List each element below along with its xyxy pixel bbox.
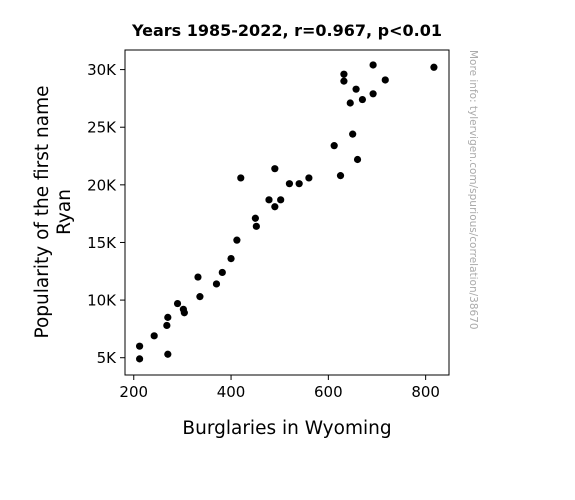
data-point <box>381 76 389 84</box>
data-point <box>285 180 294 188</box>
watermark: More info: tylervigen.com/spurious/corre… <box>467 50 479 330</box>
data-point <box>271 165 279 173</box>
data-point <box>346 99 354 107</box>
data-point <box>212 280 221 288</box>
x-tick-label: 400 <box>217 383 246 401</box>
data-point <box>369 61 377 69</box>
data-point <box>180 309 188 317</box>
data-point <box>251 214 259 222</box>
data-point <box>218 268 226 277</box>
data-point <box>358 95 367 104</box>
data-point <box>150 332 158 340</box>
data-point <box>196 293 204 301</box>
data-point <box>164 350 172 358</box>
y-axis-label: Popularity of the first name Ryan <box>32 85 75 338</box>
x-tick-label: 600 <box>314 383 343 401</box>
y-tick-label: 5K <box>97 349 118 367</box>
data-point <box>164 313 172 321</box>
x-tick-label: 800 <box>411 383 440 401</box>
y-tick-label: 10K <box>87 292 117 310</box>
y-tick-label: 25K <box>87 119 117 137</box>
data-point <box>369 90 377 98</box>
data-point <box>135 342 144 350</box>
data-point <box>330 142 338 150</box>
data-point <box>271 203 279 211</box>
data-point <box>237 174 245 182</box>
data-point <box>227 254 235 263</box>
data-point <box>265 196 273 204</box>
y-tick-label: 30K <box>87 61 117 79</box>
data-point <box>340 77 348 85</box>
plot-area <box>135 61 438 363</box>
y-tick-label: 20K <box>87 176 117 194</box>
data-point <box>173 299 182 308</box>
data-point <box>340 70 348 78</box>
y-axis-label-line2: Ryan <box>54 189 75 235</box>
plot-frame <box>124 49 450 376</box>
x-axis-label: Burglaries in Wyoming <box>182 418 391 439</box>
data-point <box>305 174 313 182</box>
data-point <box>163 321 171 330</box>
x-axis: 200 400 600 800 <box>119 375 440 401</box>
chart-title: Years 1985-2022, r=0.967, p<0.01 <box>131 21 442 40</box>
data-point <box>352 85 360 93</box>
data-point <box>295 180 303 188</box>
y-axis-label-line1: Popularity of the first name <box>32 85 53 338</box>
data-point <box>252 222 260 230</box>
data-point <box>277 196 285 204</box>
y-axis: 5K 10K 15K 20K 25K 30K <box>87 61 125 367</box>
watermark-text: More info: tylervigen.com/spurious/corre… <box>467 50 479 330</box>
data-point <box>353 155 362 164</box>
x-tick-label: 200 <box>119 383 148 401</box>
data-point <box>194 273 202 281</box>
data-point <box>349 130 357 138</box>
y-tick-label: 15K <box>87 234 117 252</box>
data-point <box>336 172 345 180</box>
data-point <box>233 236 241 244</box>
data-point <box>135 355 144 363</box>
data-point <box>430 63 438 71</box>
